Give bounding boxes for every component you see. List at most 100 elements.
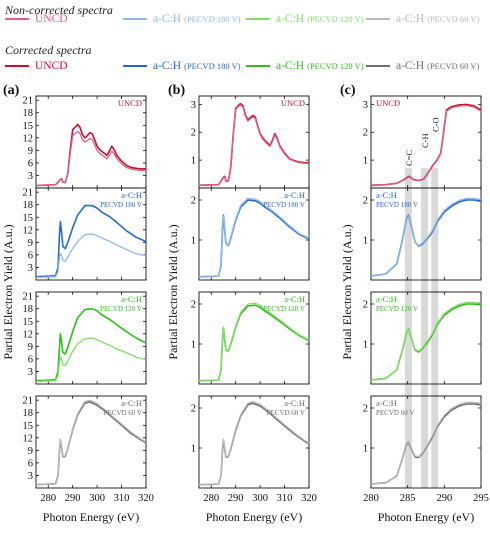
row-label: UNCD (376, 98, 400, 108)
plot-frame (198, 395, 310, 489)
x-tick-label: 320 (301, 493, 317, 504)
corrected-series-line (35, 204, 147, 278)
row-sublabel: PECVD 120 V (376, 305, 418, 313)
y-tick-label: 15 (23, 317, 34, 328)
legend-swatch (246, 64, 270, 68)
legend-swatch (5, 17, 29, 21)
y-tick-label: 3 (28, 471, 33, 482)
panel-label: (c) (340, 83, 356, 98)
x-tick-label: 290 (228, 493, 244, 504)
y-tick-label: 1 (363, 236, 368, 247)
y-tick-label: 18 (23, 304, 34, 315)
legend-label: a-C:H (396, 60, 425, 72)
y-tick-label: 9 (28, 446, 33, 457)
legend-label: UNCD (35, 13, 68, 25)
row-sublabel: PECVD 60 V (104, 409, 142, 417)
plot-frame (198, 95, 310, 189)
y-tick-label: 3 (28, 367, 33, 378)
x-tick-label: 300 (252, 493, 268, 504)
x-axis-title: Photon Energy (eV) (206, 510, 302, 524)
plot-frame (370, 187, 482, 281)
plot-frame (198, 187, 310, 281)
row-sublabel: PECVD 120 V (263, 305, 305, 313)
y-tick-label: 15 (23, 421, 34, 432)
row-label: a-C:H (284, 398, 305, 408)
band-label: C-O (430, 117, 440, 132)
noncorrected-legend-item-2: a-C:H (PECVD 120 V) (246, 13, 364, 25)
legend-sublabel: (PECVD 60 V) (427, 61, 480, 71)
panel-label: (a) (3, 83, 20, 98)
y-tick-label: 21 (23, 96, 34, 107)
corrected-series-line (198, 102, 310, 186)
y-tick-label: 18 (23, 108, 34, 119)
legend-sublabel: (PECVD 120 V) (307, 14, 364, 24)
noncorrected-legend-item-0: UNCD (5, 13, 68, 25)
legend-sublabel: (PECVD 120 V) (307, 61, 364, 71)
noncorrected-series-line (198, 104, 310, 186)
y-tick-label: 12 (23, 225, 34, 236)
row-label: a-C:H (284, 294, 305, 304)
band-label: C-H (420, 133, 430, 148)
legend-swatch (5, 64, 29, 68)
corrected-series-line (198, 199, 310, 278)
row-label: UNCD (281, 98, 305, 108)
y-tick-label: 3 (363, 100, 368, 111)
y-tick-label: 1 (363, 444, 368, 455)
y-tick-label: 12 (23, 329, 34, 340)
legend-sublabel: (PECVD 180 V) (184, 61, 241, 71)
y-tick-label: 1 (191, 444, 196, 455)
x-tick-label: 280 (363, 493, 379, 504)
plot-frame (370, 395, 482, 489)
corrected-legend-item-3: a-C:H (PECVD 60 V) (366, 60, 479, 72)
legend-label: a-C:H (276, 13, 305, 25)
y-tick-label: 1 (191, 236, 196, 247)
noncorrected-series-line (370, 301, 482, 381)
peak-band-1 (421, 168, 429, 488)
x-tick-label: 285 (400, 493, 416, 504)
row-sublabel: PECVD 180 V (100, 201, 142, 209)
y-tick-label: 2 (363, 404, 368, 415)
plot-frame (35, 95, 147, 189)
y-tick-label: 1 (363, 156, 368, 167)
x-axis-title: Photon Energy (eV) (43, 510, 139, 524)
noncorrected-series-line (370, 401, 482, 485)
plot-frame (35, 187, 147, 281)
noncorrected-series-line (370, 104, 482, 186)
y-tick-label: 6 (28, 250, 33, 261)
noncorrected-series-line (35, 399, 147, 486)
noncorrected-legend-title: Non-corrected spectra (5, 3, 113, 17)
legend-swatch (123, 17, 147, 21)
noncorrected-series-line (35, 337, 147, 383)
corrected-series-line (35, 123, 146, 187)
y-tick-label: 21 (23, 188, 34, 199)
corrected-legend-item-2: a-C:H (PECVD 120 V) (246, 60, 364, 72)
y-tick-label: 18 (23, 200, 34, 211)
plot-frame (198, 291, 310, 385)
plot-frame (35, 291, 147, 385)
y-tick-label: 2 (363, 196, 368, 207)
y-tick-label: 3 (191, 100, 196, 111)
y-tick-label: 2 (191, 128, 196, 139)
noncorrected-series-line (198, 197, 310, 278)
legend-label: a-C:H (396, 13, 425, 25)
y-tick-label: 6 (28, 458, 33, 469)
row-sublabel: PECVD 120 V (100, 305, 142, 313)
y-tick-label: 2 (191, 300, 196, 311)
y-tick-label: 1 (191, 156, 196, 167)
y-tick-label: 6 (28, 354, 33, 365)
y-tick-label: 2 (191, 404, 196, 415)
peak-band-0 (404, 168, 412, 488)
row-label: a-C:H (376, 190, 397, 200)
row-sublabel: PECVD 60 V (376, 409, 414, 417)
y-axis-title: Partial Electron Yield (A.u.) (166, 224, 180, 359)
legend-swatch (366, 64, 390, 68)
row-label: a-C:H (376, 398, 397, 408)
noncorrected-series-line (198, 302, 310, 382)
y-axis-title: Partial Electron Yield (A.u.) (1, 224, 15, 359)
row-label: a-C:H (121, 190, 142, 200)
noncorrected-legend-item-3: a-C:H (PECVD 60 V) (366, 13, 479, 25)
legend-swatch (246, 17, 270, 21)
corrected-series-line (198, 304, 310, 382)
y-tick-label: 12 (23, 433, 34, 444)
